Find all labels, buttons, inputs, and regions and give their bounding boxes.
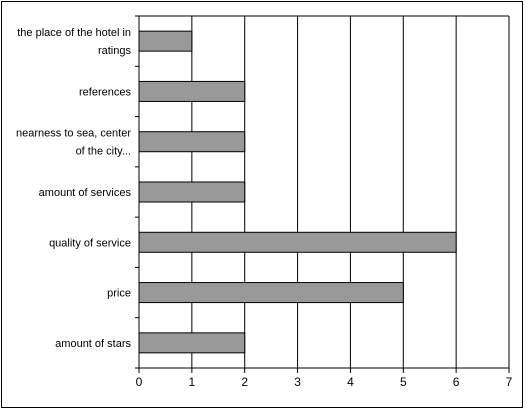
x-tick-label-0: 0 <box>136 375 143 389</box>
category-label-0-line-1: ratings <box>98 45 132 57</box>
category-label-4-line-0: quality of service <box>49 237 131 249</box>
category-label-5-line-0: price <box>107 288 131 300</box>
bar-5 <box>138 282 404 304</box>
bar-6 <box>138 332 246 354</box>
bar-2 <box>138 131 246 153</box>
x-tick-label-4: 4 <box>347 375 354 389</box>
x-tick-label-7: 7 <box>506 375 513 389</box>
x-tick-label-1: 1 <box>189 375 196 389</box>
category-label-1-line-0: references <box>79 86 131 98</box>
category-label-3-line-0: amount of services <box>39 187 132 199</box>
category-label-0-line-0: the place of the hotel in <box>17 27 131 39</box>
x-tick-label-2: 2 <box>241 375 248 389</box>
bar-4 <box>138 231 457 253</box>
category-label-2-line-0: nearness to sea, center <box>16 128 131 140</box>
bar-1 <box>138 80 246 102</box>
bar-0 <box>138 30 193 52</box>
x-tick-label-3: 3 <box>294 375 301 389</box>
bar-3 <box>138 181 246 203</box>
x-tick-label-5: 5 <box>400 375 407 389</box>
category-label-2-line-1: of the city... <box>76 146 131 158</box>
category-label-6-line-0: amount of stars <box>55 338 131 350</box>
x-tick-label-6: 6 <box>453 375 460 389</box>
